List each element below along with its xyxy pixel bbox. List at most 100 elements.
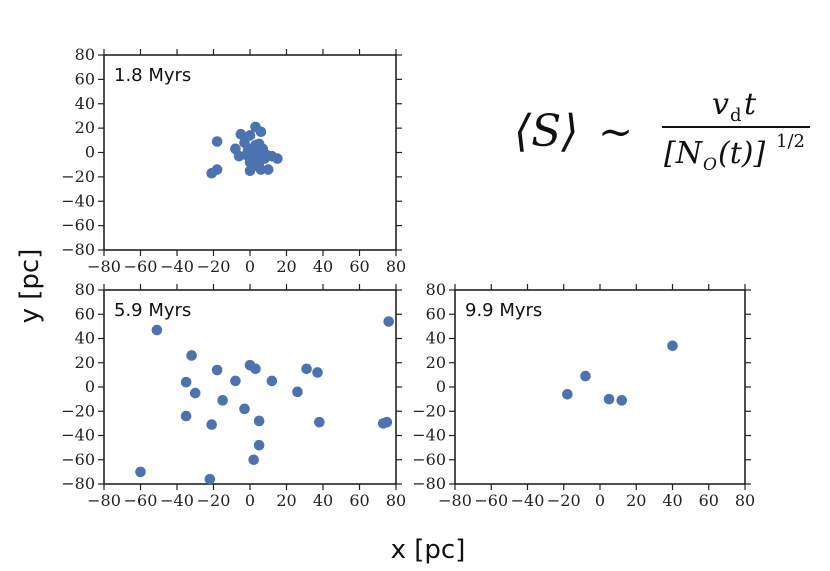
y-tick-label: 20 xyxy=(75,353,95,372)
data-point xyxy=(253,439,265,451)
x-tick-label: 40 xyxy=(313,491,333,510)
data-point xyxy=(383,316,395,327)
data-point xyxy=(616,395,628,406)
y-tick-label: −60 xyxy=(412,450,446,469)
x-tick-label: −20 xyxy=(547,491,581,510)
x-tick-label: 20 xyxy=(276,257,296,276)
y-tick-label: −20 xyxy=(412,401,446,420)
data-point xyxy=(180,376,192,388)
y-tick-label: 40 xyxy=(426,329,446,348)
x-tick-label: −60 xyxy=(124,257,158,276)
x-tick-label: −80 xyxy=(87,491,121,510)
x-tick-label: 80 xyxy=(386,257,406,276)
x-tick-label: −20 xyxy=(197,491,231,510)
data-point xyxy=(301,363,312,375)
x-tick-label: −40 xyxy=(511,491,545,510)
data-point xyxy=(250,363,261,375)
panels: −80 −60 −40 −20 0 20 40 60 80−80−60−40−200204060… xyxy=(61,45,755,510)
y-tick-label: 0 xyxy=(85,143,95,162)
x-tick-label: −80 xyxy=(438,491,472,510)
data-point xyxy=(266,375,278,387)
data-point xyxy=(314,416,325,428)
data-point xyxy=(230,375,241,387)
data-point xyxy=(211,164,223,175)
data-point xyxy=(186,350,197,361)
x-tick-label: 80 xyxy=(735,491,755,510)
x-tick-label: −60 xyxy=(474,491,508,510)
data-point xyxy=(255,164,267,175)
y-tick-label: 80 xyxy=(75,45,95,64)
panel-time-label: 1.8 Myrs xyxy=(114,65,191,86)
x-tick-label: −60 xyxy=(124,491,158,510)
x-tick-label: −40 xyxy=(160,491,194,510)
x-tick-label: 20 xyxy=(626,491,646,510)
data-point xyxy=(667,340,678,352)
panel-bottom-left: −80 −60 −40 −20 0 20 40 60 80−80−60−40−200204060… xyxy=(61,280,406,510)
data-point xyxy=(204,473,216,485)
x-tick-label: 0 xyxy=(245,257,255,276)
data-point xyxy=(180,410,192,422)
data-point xyxy=(603,393,615,405)
y-tick-label: 20 xyxy=(75,118,95,137)
y-tick-label: −20 xyxy=(61,167,95,186)
data-point xyxy=(562,388,573,400)
x-tick-label: 0 xyxy=(245,491,255,510)
x-tick-label: −80 xyxy=(87,257,121,276)
y-tick-label: 80 xyxy=(75,280,95,299)
y-tick-label: 40 xyxy=(75,329,95,348)
data-point xyxy=(262,164,274,175)
y-tick-label: −80 xyxy=(412,474,446,493)
data-point xyxy=(248,454,259,466)
formula-numerator-t: t xyxy=(744,87,757,122)
formula-denominator-sub: O xyxy=(703,155,717,175)
data-point xyxy=(381,416,393,428)
data-point xyxy=(253,415,265,427)
data-point xyxy=(580,370,591,382)
y-tick-label: 80 xyxy=(426,280,446,299)
y-tick-label: 60 xyxy=(75,304,95,323)
x-tick-label: 0 xyxy=(595,491,605,510)
data-point xyxy=(211,364,223,376)
y-tick-label: 60 xyxy=(75,69,95,88)
x-tick-label: 80 xyxy=(386,491,406,510)
y-tick-label: −40 xyxy=(61,426,95,445)
data-point xyxy=(151,324,163,336)
x-tick-label: 60 xyxy=(349,491,369,510)
formula: ⟨S⟩ ∼ v d t [N O (t)] 1/2 xyxy=(514,87,810,175)
y-tick-label: 40 xyxy=(75,94,95,113)
y-tick-label: −80 xyxy=(61,474,95,493)
y-tick-label: 0 xyxy=(436,377,446,396)
data-point xyxy=(244,130,256,141)
x-tick-label: 20 xyxy=(276,491,296,510)
formula-numerator-sub: d xyxy=(730,105,742,126)
formula-denominator-rest: (t)] xyxy=(718,136,765,171)
formula-relation: ∼ xyxy=(598,107,633,156)
x-tick-label: 60 xyxy=(349,257,369,276)
data-point xyxy=(135,466,146,478)
data-point xyxy=(272,153,283,164)
x-tick-label: −40 xyxy=(160,257,194,276)
formula-lhs: ⟨S⟩ xyxy=(514,106,578,157)
x-tick-label: 40 xyxy=(662,491,682,510)
formula-denominator-exp: 1/2 xyxy=(776,131,805,152)
panel-top-left: −80 −60 −40 −20 0 20 40 60 80−80−60−40−200204060… xyxy=(61,45,406,276)
formula-numerator-v: v xyxy=(712,87,729,122)
y-tick-label: −40 xyxy=(61,191,95,210)
y-tick-label: 0 xyxy=(85,377,95,396)
data-point xyxy=(312,367,323,378)
panel-time-label: 9.9 Myrs xyxy=(465,300,542,321)
x-axis-title: x [pc] xyxy=(391,535,466,565)
y-tick-label: 20 xyxy=(426,353,446,372)
y-tick-label: −20 xyxy=(61,401,95,420)
data-point xyxy=(292,386,303,398)
y-tick-label: −60 xyxy=(61,216,95,235)
y-tick-label: −60 xyxy=(61,450,95,469)
x-tick-label: 40 xyxy=(313,257,333,276)
y-tick-label: 60 xyxy=(426,304,446,323)
data-point xyxy=(239,403,250,415)
data-point xyxy=(206,419,217,430)
formula-denominator: [N xyxy=(664,136,704,171)
panel-bottom-right: −80 −60 −40 −20 0 20 40 60 80−80−60−40−200204060… xyxy=(412,280,755,510)
data-point xyxy=(255,126,267,138)
